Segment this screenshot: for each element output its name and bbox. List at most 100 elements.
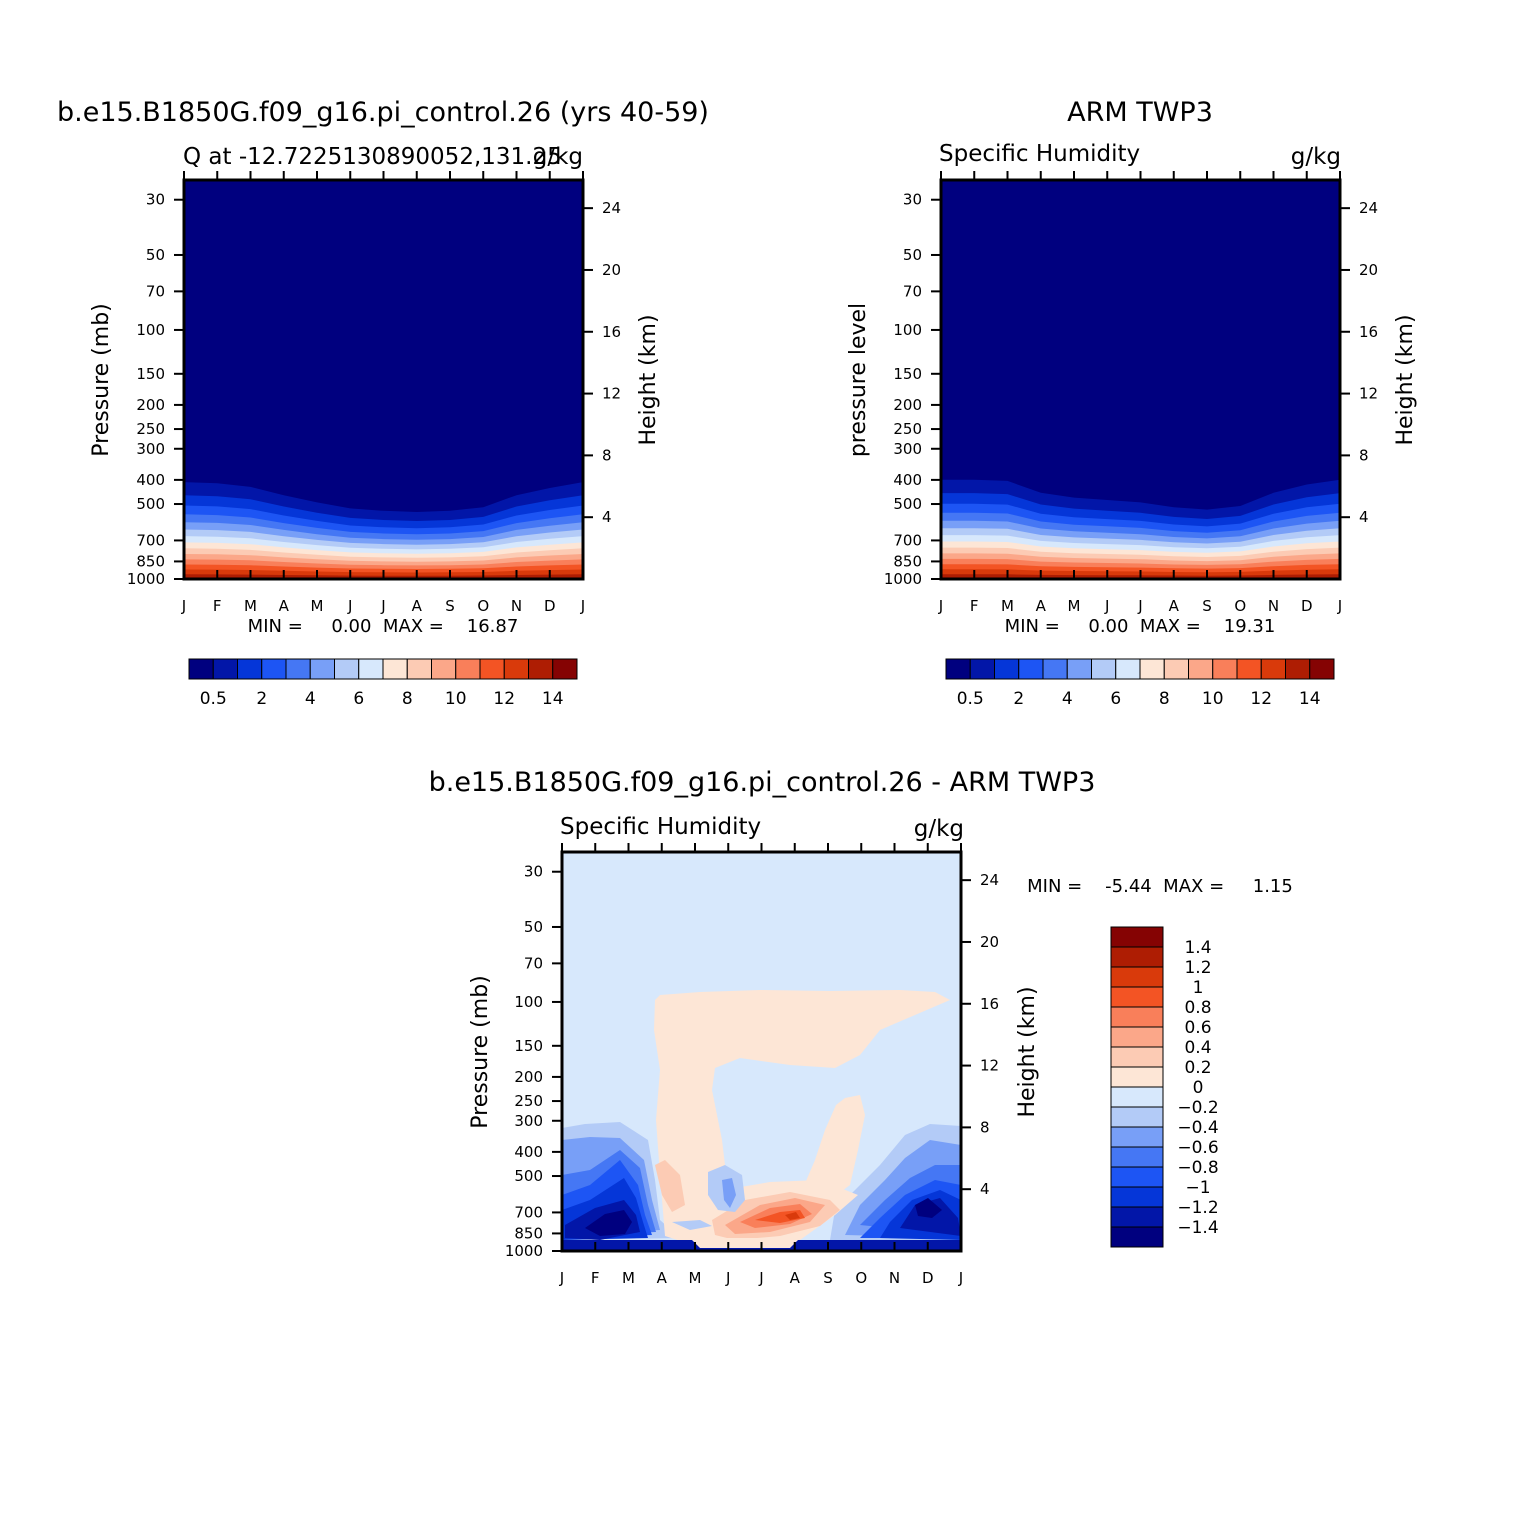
colorbar-swatch xyxy=(1110,1066,1164,1088)
panel-model: b.e15.B1850G.f09_g16.pi_control.26 (yrs … xyxy=(57,97,709,709)
colorbar-swatch xyxy=(1110,1166,1164,1188)
x-tick-label: A xyxy=(279,597,290,615)
x-tick-label: J xyxy=(580,597,585,615)
panel-observation: ARM TWP3 Specific Humidity g/kg J F M A M J J A… xyxy=(846,97,1418,709)
colorbar-swatch xyxy=(1163,658,1189,680)
colorbar-swatch xyxy=(1236,658,1262,680)
x-tick-label: D xyxy=(544,597,556,615)
y-right-tick-label: 16 xyxy=(980,995,999,1013)
y-tick-label: 500 xyxy=(136,495,165,513)
colorbar-swatch xyxy=(994,658,1020,680)
colorbar-label: 14 xyxy=(1299,689,1321,709)
colorbar-swatch xyxy=(1091,658,1117,680)
colorbar-swatch xyxy=(528,658,554,680)
x-tick-label: F xyxy=(591,1269,600,1287)
colorbar-swatch xyxy=(1110,966,1164,988)
colorbar-swatch xyxy=(285,658,311,680)
negative-anomaly-region xyxy=(672,1220,712,1230)
y-tick-label: 700 xyxy=(136,531,165,549)
colorbar-label: 8 xyxy=(1159,689,1170,709)
x-tick-label: M xyxy=(244,597,257,615)
colorbar-swatch xyxy=(945,658,971,680)
positive-anomaly-region xyxy=(800,1095,865,1200)
colorbar-swatch xyxy=(1110,1006,1164,1028)
y-tick-label: 1000 xyxy=(127,570,165,588)
colorbar-label: −1 xyxy=(1185,1178,1210,1198)
x-tick-label: J xyxy=(1104,597,1109,615)
x-tick-label: D xyxy=(1301,597,1313,615)
x-tick-label: J xyxy=(958,1269,963,1287)
panel-units: g/kg xyxy=(533,144,583,170)
colorbar-label: 12 xyxy=(493,689,515,709)
y-right-tick-label: 8 xyxy=(1359,446,1369,464)
y-tick-label: 100 xyxy=(514,993,543,1011)
y-tick-label: 1000 xyxy=(884,570,922,588)
colorbar-swatch xyxy=(1110,1206,1164,1228)
colorbar-swatch xyxy=(1260,658,1286,680)
y-right-tick-label: 8 xyxy=(980,1118,990,1136)
y-tick-label: 300 xyxy=(136,440,165,458)
colorbar-swatch xyxy=(1212,658,1238,680)
y-axis-right-label: Height (km) xyxy=(1393,314,1418,445)
colorbar-label: 10 xyxy=(445,689,467,709)
y-tick-label: 50 xyxy=(524,918,543,936)
panel-title: ARM TWP3 xyxy=(1067,97,1213,128)
colorbar: 1.41.210.80.60.40.20−0.2−0.4−0.6−0.8−1−1… xyxy=(1110,926,1219,1248)
x-tick-label: M xyxy=(311,597,324,615)
colorbar-label: −0.6 xyxy=(1177,1138,1218,1158)
colorbar-swatch xyxy=(1285,658,1311,680)
colorbar-label: 4 xyxy=(1062,689,1073,709)
colorbar-swatch xyxy=(1110,1186,1164,1208)
colorbar-swatch xyxy=(1115,658,1141,680)
colorbar-swatch xyxy=(1066,658,1092,680)
contour-field xyxy=(562,852,961,1251)
y-tick-label: 70 xyxy=(524,954,543,972)
y-tick-label: 30 xyxy=(524,863,543,881)
surface-strip xyxy=(690,1238,800,1248)
min-max-readout: MIN = -5.44 MAX = 1.15 xyxy=(1027,876,1293,897)
negative-anomaly-region xyxy=(722,1178,736,1208)
colorbar-label: 1.2 xyxy=(1184,958,1211,978)
y-right-tick-label: 16 xyxy=(1359,323,1378,341)
colorbar-swatch xyxy=(1110,1046,1164,1068)
panel-units: g/kg xyxy=(914,816,964,842)
axes: J F M A M J J A S O N D J 30 50 70 100 150 200 250 300 400 500… xyxy=(884,171,1378,615)
panel-subtitle-left: Specific Humidity xyxy=(939,141,1140,167)
y-right-tick-label: 24 xyxy=(602,199,621,217)
colorbar-label: 0.5 xyxy=(200,689,227,709)
min-max-readout: MIN = 0.00 MAX = 19.31 xyxy=(1005,616,1276,637)
x-tick-label: A xyxy=(1036,597,1047,615)
y-right-tick-label: 4 xyxy=(1359,508,1369,526)
y-tick-label: 500 xyxy=(514,1167,543,1185)
y-axis-label: Pressure (mb) xyxy=(468,975,493,1129)
y-tick-label: 200 xyxy=(893,396,922,414)
y-tick-label: 700 xyxy=(893,531,922,549)
y-tick-label: 400 xyxy=(893,471,922,489)
y-axis-right-label: Height (km) xyxy=(1015,986,1040,1117)
y-right-tick-label: 24 xyxy=(1359,199,1378,217)
colorbar-swatch xyxy=(261,658,287,680)
y-tick-label: 50 xyxy=(146,246,165,264)
x-tick-label: S xyxy=(823,1269,833,1287)
positive-anomaly-region xyxy=(785,1212,800,1220)
y-right-tick-label: 12 xyxy=(980,1057,999,1075)
colorbar-swatch xyxy=(1110,1026,1164,1048)
y-tick-label: 250 xyxy=(893,420,922,438)
y-tick-label: 70 xyxy=(146,282,165,300)
x-tick-label: A xyxy=(1169,597,1180,615)
y-right-tick-label: 16 xyxy=(602,323,621,341)
colorbar-label: −0.8 xyxy=(1177,1158,1218,1178)
colorbar-label: 2 xyxy=(1013,689,1024,709)
panel-difference: b.e15.B1850G.f09_g16.pi_control.26 - ARM… xyxy=(429,767,1293,1287)
y-tick-label: 70 xyxy=(903,282,922,300)
y-tick-label: 100 xyxy=(893,321,922,339)
x-tick-label: M xyxy=(689,1269,702,1287)
colorbar-label: 0.4 xyxy=(1184,1038,1211,1058)
colorbar-swatch xyxy=(969,658,995,680)
colorbar-swatch xyxy=(1110,946,1164,968)
x-tick-label: J xyxy=(1337,597,1342,615)
colorbar-label: 0.8 xyxy=(1184,998,1211,1018)
x-tick-label: M xyxy=(622,1269,635,1287)
y-tick-label: 700 xyxy=(514,1203,543,1221)
y-right-tick-label: 12 xyxy=(1359,385,1378,403)
